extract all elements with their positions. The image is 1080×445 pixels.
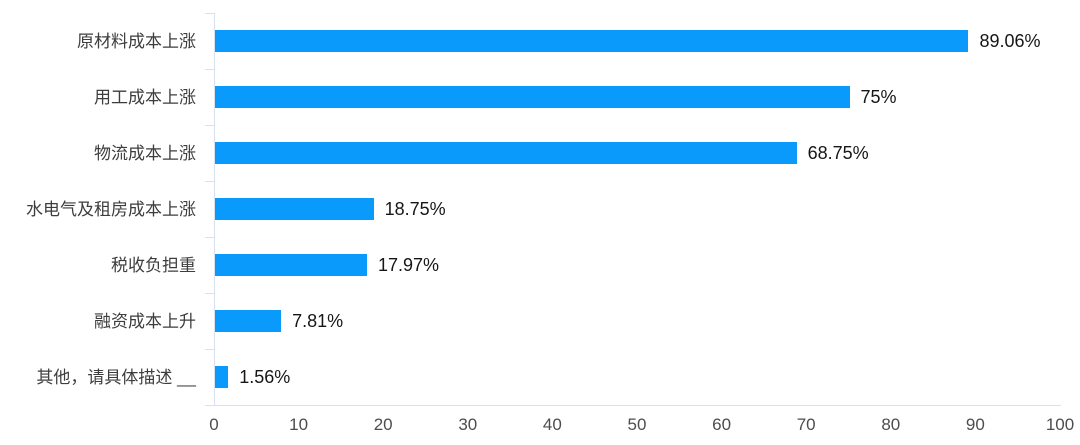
value-label: 17.97%: [378, 255, 440, 275]
category-label: 用工成本上涨: [94, 87, 196, 107]
category-label-row: 水电气及租房成本上涨: [0, 181, 196, 237]
x-axis-tick-label: 30: [458, 415, 478, 434]
category-label: 税收负担重: [111, 255, 196, 275]
category-label-row: 物流成本上涨: [0, 125, 196, 181]
value-label: 89.06%: [979, 31, 1041, 51]
category-label: 融资成本上升: [94, 311, 196, 331]
category-label-row: 原材料成本上涨: [0, 13, 196, 69]
value-label: 75%: [860, 87, 897, 107]
category-label-row: 融资成本上升: [0, 293, 196, 349]
bar[interactable]: [215, 310, 282, 332]
category-label: 原材料成本上涨: [77, 31, 196, 51]
category-label-row: 税收负担重: [0, 237, 196, 293]
value-label: 18.75%: [384, 199, 446, 219]
category-axis-labels: 原材料成本上涨用工成本上涨 物流成本上涨水电气及租房成本上涨税收负担重融资成本上升…: [0, 13, 196, 405]
bar-row: 17.97%: [215, 237, 1061, 293]
bar-row: 18.75%: [215, 181, 1061, 237]
bar-row: 1.56%: [215, 349, 1061, 405]
category-label-row: 用工成本上涨: [0, 69, 196, 125]
x-axis-tick-label: 10: [289, 415, 309, 434]
plot-area: 89.06% 75% 68.75% 18.75% 17.97% 7.81% 1.56%: [214, 13, 1061, 406]
bar-row: 75%: [215, 69, 1061, 125]
x-axis-tick-label: 0: [209, 415, 219, 434]
bar-series: 89.06% 75% 68.75% 18.75% 17.97% 7.81% 1.56%: [215, 13, 1061, 405]
category-label-row: 其他，请具体描述 __: [0, 349, 196, 405]
y-axis-tick: [205, 69, 214, 70]
bar-row: 89.06%: [215, 13, 1061, 69]
bar[interactable]: [215, 86, 850, 108]
x-axis-bottom-tick: [205, 405, 214, 406]
value-label: 1.56%: [239, 367, 291, 387]
x-axis-tick-label: 80: [881, 415, 901, 434]
bar-row: 68.75%: [215, 125, 1061, 181]
bar[interactable]: [215, 366, 229, 388]
y-axis-tick: [205, 181, 214, 182]
category-label: 物流成本上涨: [94, 143, 196, 163]
x-axis-tick-label: 90: [965, 415, 985, 434]
value-label: 68.75%: [807, 143, 869, 163]
y-axis-tick: [205, 293, 214, 294]
value-label: 7.81%: [292, 311, 344, 331]
y-axis-tick: [205, 349, 214, 350]
category-label: 其他，请具体描述 __: [36, 367, 196, 387]
x-axis-tick-label: 100: [1045, 415, 1075, 434]
x-axis-tick-label: 20: [373, 415, 393, 434]
x-axis-tick-labels: 0 10 20 30 40 50 60 70 80 90 100: [209, 415, 1074, 439]
bar-row: 7.81%: [215, 293, 1061, 349]
x-axis-tick-label: 50: [627, 415, 647, 434]
y-axis-tick: [205, 237, 214, 238]
bar[interactable]: [215, 142, 797, 164]
x-axis-tick-label: 40: [542, 415, 562, 434]
x-axis-tick-label: 60: [712, 415, 732, 434]
bar[interactable]: [215, 198, 374, 220]
y-axis-tick: [205, 13, 214, 14]
bar[interactable]: [215, 30, 969, 52]
x-axis-tick-label: 70: [796, 415, 816, 434]
y-axis-tick: [205, 125, 214, 126]
category-label: 水电气及租房成本上涨: [26, 199, 196, 219]
bar[interactable]: [215, 254, 368, 276]
